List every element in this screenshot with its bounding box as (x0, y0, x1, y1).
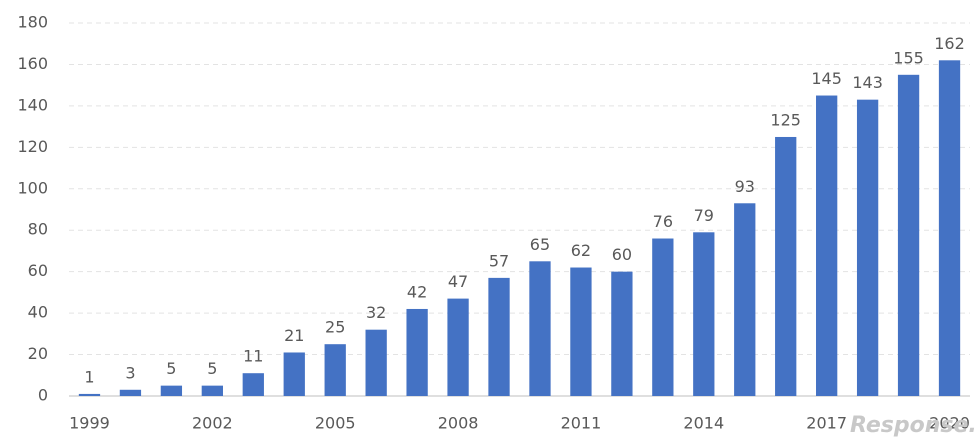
bar (201, 385, 223, 396)
bar (652, 238, 674, 396)
x-tick-label: 2011 (561, 414, 602, 433)
y-tick-label: 0 (38, 386, 48, 405)
bar (775, 136, 797, 396)
bar (160, 385, 183, 396)
bar (856, 99, 879, 396)
data-label: 145 (811, 69, 842, 88)
y-tick-label: 80 (28, 220, 48, 239)
bar (897, 74, 920, 397)
data-label: 3 (125, 363, 135, 382)
data-label: 65 (530, 235, 550, 254)
bar (734, 203, 756, 396)
bar (406, 308, 428, 396)
y-tick-label: 180 (17, 13, 48, 32)
data-label: 62 (571, 241, 591, 260)
data-label: 125 (770, 110, 801, 129)
x-tick-label: 1999 (69, 414, 110, 433)
bar (529, 261, 551, 396)
data-label: 5 (207, 359, 217, 378)
data-label: 25 (325, 318, 345, 337)
x-tick-label: 2008 (438, 414, 479, 433)
data-label: 93 (735, 177, 755, 196)
y-tick-label: 40 (28, 303, 48, 322)
x-tick-label: 2002 (192, 414, 233, 433)
bar (938, 60, 961, 397)
data-label: 162 (934, 34, 965, 53)
bar (570, 267, 592, 396)
data-label: 60 (612, 245, 632, 264)
y-tick-label: 120 (17, 137, 48, 156)
data-label: 1 (84, 367, 94, 386)
y-tick-label: 140 (17, 95, 48, 114)
y-tick-label: 100 (17, 178, 48, 197)
x-tick-label: 2014 (683, 414, 724, 433)
bar (447, 298, 469, 396)
data-label: 5 (166, 359, 176, 378)
data-label: 32 (366, 303, 386, 322)
data-label: 21 (284, 326, 304, 345)
bar (488, 277, 510, 396)
data-label: 57 (489, 251, 509, 270)
watermark: Response. (850, 413, 975, 438)
bar (365, 329, 387, 396)
data-label: 155 (893, 48, 924, 67)
y-tick-label: 60 (28, 261, 48, 280)
bar (693, 232, 715, 396)
data-label: 143 (852, 73, 883, 92)
bar (119, 389, 142, 396)
bar (283, 352, 305, 396)
y-tick-label: 160 (17, 54, 48, 73)
data-label: 42 (407, 282, 427, 301)
y-tick-label: 20 (28, 344, 48, 363)
bar (611, 271, 633, 396)
data-label: 47 (448, 272, 468, 291)
data-label: 11 (243, 347, 263, 366)
bar (816, 95, 838, 397)
data-label: 79 (694, 206, 714, 225)
bar (78, 393, 101, 396)
x-tick-label: 2005 (315, 414, 356, 433)
bar (242, 373, 264, 396)
bar (324, 344, 346, 396)
x-tick-label: 2017 (806, 414, 847, 433)
x-tick-label: 2020 (929, 414, 970, 433)
data-label: 76 (653, 212, 673, 231)
